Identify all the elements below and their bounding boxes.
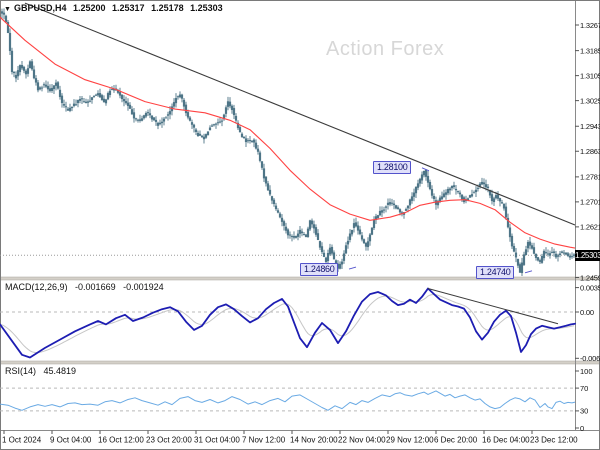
high-value: 1.25317: [112, 3, 145, 13]
svg-text:1.30250: 1.30250: [580, 96, 600, 105]
rsi-value: 45.4819: [43, 366, 77, 376]
svg-text:6 Dec 20:00: 6 Dec 20:00: [434, 436, 478, 445]
svg-text:1.27810: 1.27810: [580, 173, 600, 182]
open-value: 1.25200: [72, 3, 106, 13]
svg-text:7 Nov 12:00: 7 Nov 12:00: [242, 436, 286, 445]
svg-text:16 Oct 12:00: 16 Oct 12:00: [98, 436, 144, 445]
svg-text:1 Oct 2024: 1 Oct 2024: [2, 436, 42, 445]
price-annotation[interactable]: 1.24740: [476, 266, 515, 280]
svg-text:1.28630: 1.28630: [580, 147, 600, 156]
svg-text:23 Dec 12:00: 23 Dec 12:00: [530, 436, 578, 445]
svg-text:22 Nov 04:00: 22 Nov 04:00: [338, 436, 386, 445]
annotation-connector: [524, 270, 533, 274]
macd-indicator-label: MACD(12,26,9) -0.001669 -0.001924: [5, 282, 169, 292]
symbol-header: ▼ GBPUSD,H4 1.25200 1.25317 1.25178 1.253…: [4, 3, 227, 13]
annotation-connector: [348, 266, 357, 270]
price-annotation[interactable]: 1.24860: [300, 262, 339, 276]
symbol-label: GBPUSD,H4: [13, 3, 67, 13]
low-value: 1.25178: [151, 3, 184, 13]
rsi-line: [0, 390, 576, 411]
svg-text:29 Nov 12:00: 29 Nov 12:00: [386, 436, 434, 445]
svg-text:1.26210: 1.26210: [580, 223, 600, 232]
svg-text:1.29430: 1.29430: [580, 122, 600, 131]
svg-text:70: 70: [580, 384, 588, 393]
time-axis: 1 Oct 2024 9 Oct 04:00 16 Oct 12:00 23 Oct …: [2, 430, 578, 445]
svg-text:9 Oct 04:00: 9 Oct 04:00: [50, 436, 92, 445]
macd-name: MACD(12,26,9): [5, 282, 68, 292]
panel-divider: [0, 276, 600, 281]
svg-text:1.31050: 1.31050: [580, 71, 600, 80]
moving-average-line: [0, 16, 576, 249]
panel-divider: [0, 360, 600, 365]
price-annotation[interactable]: 1.28100: [373, 161, 412, 175]
macd-panel[interactable]: [0, 287, 576, 359]
trendline: [24, 2, 576, 226]
svg-text:16 Dec 04:00: 16 Dec 04:00: [482, 436, 530, 445]
svg-text:-0.006711: -0.006711: [580, 354, 600, 363]
svg-text:0.003537: 0.003537: [580, 283, 600, 292]
macd-trendline: [427, 288, 559, 325]
candlestick-series: [0, 8, 576, 276]
svg-text:0: 0: [580, 424, 584, 433]
macd-value: -0.001669: [75, 282, 116, 292]
svg-text:31 Oct 04:00: 31 Oct 04:00: [194, 436, 240, 445]
svg-text:14 Nov 20:00: 14 Nov 20:00: [290, 436, 338, 445]
collapse-icon[interactable]: ▼: [4, 6, 11, 13]
svg-text:100: 100: [580, 367, 593, 376]
svg-text:1.31850: 1.31850: [580, 46, 600, 55]
current-price-tag: 1.25303: [575, 249, 600, 261]
svg-text:1.27010: 1.27010: [580, 198, 600, 207]
close-value: 1.25303: [190, 3, 223, 13]
svg-text:30: 30: [580, 407, 588, 416]
rsi-panel[interactable]: [0, 387, 576, 412]
macd-line: [0, 287, 576, 359]
svg-text:1.32670: 1.32670: [580, 21, 600, 30]
macd-axis: 0.003537 0.00 -0.006711: [575, 283, 600, 363]
macd-signal-value: -0.001924: [123, 282, 164, 292]
rsi-indicator-label: RSI(14) 45.4819: [5, 366, 81, 376]
watermark: Action Forex: [326, 38, 445, 60]
svg-text:23 Oct 20:00: 23 Oct 20:00: [146, 436, 192, 445]
price-panel[interactable]: [0, 2, 576, 276]
rsi-name: RSI(14): [5, 366, 37, 376]
svg-text:0.00: 0.00: [580, 308, 594, 317]
annotation-connector: [421, 167, 430, 172]
rsi-axis: 100 70 30 0: [575, 367, 593, 433]
